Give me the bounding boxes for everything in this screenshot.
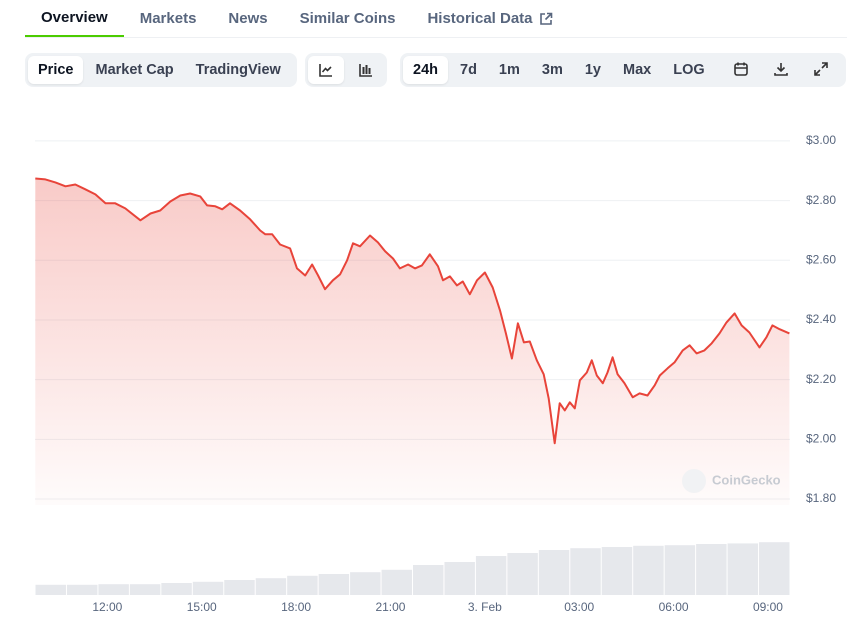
volume-bar <box>759 542 790 595</box>
range-button-label: 3m <box>541 62 563 78</box>
volume-bar <box>475 556 507 595</box>
range-button-label: 7d <box>460 62 477 78</box>
x-tick-label: 12:00 <box>92 600 122 614</box>
tab[interactable]: Historical Data <box>411 0 568 37</box>
style-switch <box>305 53 387 87</box>
x-tick-label: 09:00 <box>753 600 783 614</box>
tool-icons <box>732 60 830 78</box>
range-button-label: 1m <box>498 62 520 78</box>
tab[interactable]: Markets <box>124 0 213 37</box>
range-button[interactable]: LOG <box>663 56 714 84</box>
download-icon[interactable] <box>772 60 790 78</box>
y-tick-label: $2.20 <box>806 372 836 386</box>
view-button-label: Price <box>38 62 74 78</box>
volume-bar <box>507 553 538 595</box>
volume-bar <box>287 575 318 595</box>
y-tick-label: $2.00 <box>806 432 836 446</box>
external-link-icon <box>539 12 552 25</box>
x-tick-label: 15:00 <box>187 600 217 614</box>
x-tick-label: 21:00 <box>375 600 405 614</box>
volume-bar <box>350 572 381 595</box>
volume-bar <box>98 584 129 595</box>
tab-label: News <box>228 9 268 27</box>
volume-bar <box>444 562 475 595</box>
x-tick-label: 3. Feb <box>468 600 502 614</box>
price-chart: CoinGecko $3.00 $2.80 $2.60 $2.40 $2.20 $2.00… <box>35 133 836 614</box>
line-icon <box>319 64 332 77</box>
volume-bar <box>66 584 98 595</box>
price-line <box>35 177 790 445</box>
range-button[interactable]: Max <box>613 56 661 84</box>
x-tick-label: 06:00 <box>659 600 689 614</box>
volume-bar <box>413 565 444 595</box>
calendar-icon[interactable] <box>732 60 750 78</box>
view-button-label: TradingView <box>195 62 281 78</box>
volume-bar <box>224 580 255 595</box>
volume-bar <box>129 584 161 595</box>
tab-bar: Overview Markets News Similar Coins Historic… <box>25 0 847 38</box>
range-button-label: 1y <box>584 62 601 78</box>
volume-bar <box>192 581 224 595</box>
y-tick-label: $1.80 <box>806 491 836 505</box>
view-button[interactable]: Market Cap <box>85 56 183 84</box>
volume-bar <box>633 545 664 595</box>
tab-label: Similar Coins <box>299 9 396 27</box>
volume-bar <box>696 544 727 595</box>
price-area <box>35 178 790 505</box>
view-button[interactable]: TradingView <box>186 56 291 84</box>
candle-style-button[interactable] <box>348 56 384 84</box>
candle-icon <box>359 64 372 77</box>
range-button[interactable]: 24h <box>403 56 448 84</box>
range-button[interactable]: 1m <box>489 56 530 84</box>
volume-bar <box>255 578 287 595</box>
range-button-label: 24h <box>413 62 438 78</box>
volume-bar <box>601 547 633 595</box>
volume-bar <box>538 550 570 595</box>
tab[interactable]: Similar Coins <box>284 0 412 37</box>
view-switch: Price Market Cap TradingView <box>25 53 297 87</box>
y-tick-label: $2.40 <box>806 312 836 326</box>
view-button-label: Market Cap <box>95 62 174 78</box>
line-style-button[interactable] <box>308 56 344 84</box>
volume-bar <box>381 569 412 595</box>
y-tick-label: $2.60 <box>806 252 836 266</box>
range-button-label: Max <box>623 62 652 78</box>
watermark-text: CoinGecko <box>712 472 781 487</box>
range-button[interactable]: 7d <box>450 56 487 84</box>
volume-bar <box>727 543 759 595</box>
volume-bar <box>664 545 696 595</box>
fullscreen-icon[interactable] <box>812 60 830 78</box>
volume-bar <box>570 548 601 595</box>
tab-label: Overview <box>41 8 108 26</box>
volume-bar <box>35 584 66 595</box>
range-button-label: LOG <box>673 62 705 78</box>
volume-bar <box>318 574 350 595</box>
x-tick-label: 18:00 <box>281 600 311 614</box>
y-tick-label: $2.80 <box>806 193 836 207</box>
range-button[interactable]: 1y <box>575 56 611 84</box>
y-tick-label: $3.00 <box>806 133 836 147</box>
watermark-logo <box>682 469 706 493</box>
tab[interactable]: News <box>212 0 283 37</box>
watermark: CoinGecko <box>682 469 781 493</box>
x-tick-label: 03:00 <box>564 600 594 614</box>
range-button[interactable]: 3m <box>532 56 573 84</box>
tab-label: Historical Data <box>427 9 533 27</box>
volume-bar <box>161 583 192 595</box>
range-switch: 24h 7d 1m 3m 1y Max LOG <box>400 53 846 87</box>
tab-label: Markets <box>139 9 197 27</box>
view-button[interactable]: Price <box>28 56 84 84</box>
tab[interactable]: Overview <box>25 0 124 37</box>
